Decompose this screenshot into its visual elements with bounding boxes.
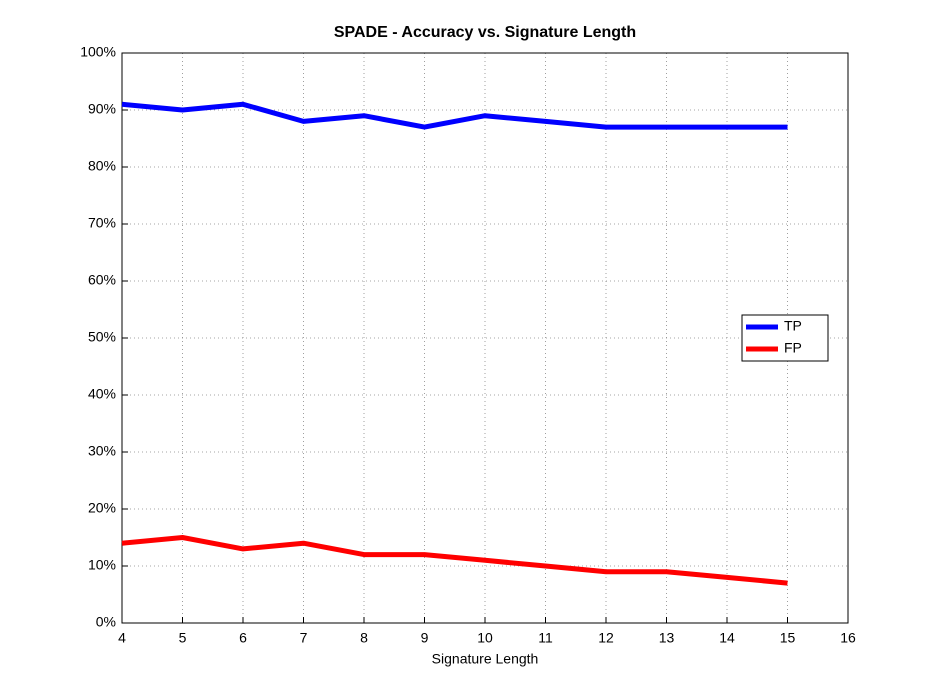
x-tick-label: 5 (179, 630, 187, 646)
x-tick-label: 10 (477, 630, 493, 646)
chart-title: SPADE - Accuracy vs. Signature Length (334, 24, 636, 41)
x-tick-label: 4 (118, 630, 126, 646)
x-tick-label: 7 (300, 630, 308, 646)
legend: TP FP (741, 314, 829, 362)
x-tick-label: 6 (239, 630, 247, 646)
x-tick-label: 9 (421, 630, 429, 646)
x-tick-label: 15 (780, 630, 796, 646)
y-tick-label: 0% (96, 614, 116, 630)
legend-label: TP (784, 318, 802, 334)
x-tick-label: 8 (360, 630, 368, 646)
x-tick-label: 14 (719, 630, 735, 646)
x-axis-label: Signature Length (432, 651, 539, 667)
legend-label: FP (784, 340, 802, 356)
x-tick-label: 11 (538, 630, 553, 646)
legend-box (741, 314, 829, 362)
x-tick-label: 12 (598, 630, 614, 646)
y-tick-label: 80% (88, 158, 116, 174)
y-tick-label: 90% (88, 101, 116, 117)
data-line (121, 101, 788, 130)
y-tick-label: 10% (88, 557, 116, 573)
y-tick-label: 50% (88, 329, 116, 345)
data-line (121, 535, 788, 586)
y-tick-label: 100% (80, 44, 116, 60)
y-tick-label: 20% (88, 500, 116, 516)
x-tick-label: 16 (840, 630, 856, 646)
plot-frame (121, 52, 849, 624)
y-tick-label: 40% (88, 386, 116, 402)
y-tick-label: 60% (88, 272, 116, 288)
x-tick-label: 13 (659, 630, 675, 646)
y-tick-label: 30% (88, 443, 116, 459)
y-tick-label: 70% (88, 215, 116, 231)
